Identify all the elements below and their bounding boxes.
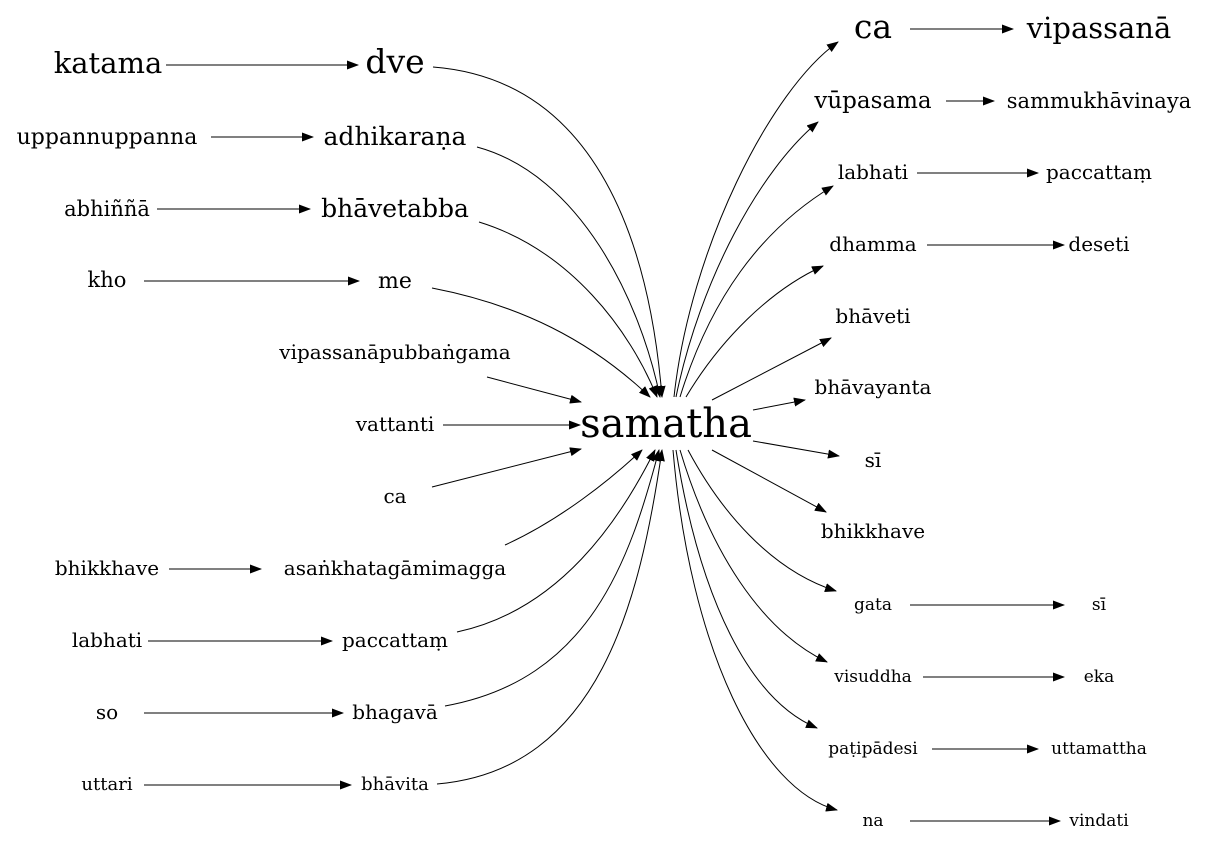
edge-ca-samatha (431, 447, 582, 488)
edges (144, 24, 1065, 826)
node-deseti: deseti (1068, 232, 1129, 256)
node-ca-right: ca (854, 7, 892, 46)
edge-samatha-bhavayanta (752, 397, 806, 411)
edge-samatha-na (672, 449, 838, 812)
edge-samatha-ca (673, 41, 839, 398)
node-gata: gata (854, 595, 892, 615)
edge-dve-samatha (432, 66, 666, 398)
edge-vipassanapubbangama-samatha (486, 376, 582, 404)
node-si-1: sī (865, 448, 882, 472)
edge-samatha-bhaveti (711, 337, 832, 401)
node-bhavayanta: bhāvayanta (815, 375, 932, 399)
edge-paccattam-samatha (456, 449, 656, 633)
edge-samatha-bhikkhave (711, 449, 827, 513)
node-visuddha: visuddha (833, 667, 912, 687)
node-eka: eka (1084, 667, 1115, 687)
node-labhati-right: labhati (838, 160, 908, 184)
node-patipadesi: paṭipādesi (828, 739, 918, 759)
edge-samatha-si (752, 440, 840, 459)
node-so: so (96, 700, 118, 724)
node-paccattam-left: paccattaṃ (342, 628, 448, 652)
node-labels: samatha katama dve uppannuppanna adhikar… (17, 7, 1192, 831)
node-dhamma: dhamma (829, 232, 917, 256)
edge-samatha-dhamma (685, 265, 824, 398)
node-paccattam-right: paccattaṃ (1046, 160, 1152, 184)
node-sammukhavinaya: sammukhāvinaya (1007, 89, 1191, 113)
edge-samatha-vupasama (675, 121, 819, 398)
edge-samatha-labhati (679, 185, 834, 398)
node-bhikkhave-right: bhikkhave (821, 519, 925, 543)
edge-bhavetabba-samatha (478, 221, 658, 398)
node-bhavita: bhāvita (361, 774, 429, 795)
node-katama: katama (54, 46, 163, 80)
edge-asankhatagamimagga-samatha (504, 449, 643, 546)
edge-samatha-visuddha (679, 449, 828, 663)
edge-me-samatha (431, 287, 651, 398)
node-vindati: vindati (1068, 811, 1129, 831)
edge-samatha-patipadesi (675, 449, 818, 729)
node-vattanti: vattanti (355, 412, 435, 436)
edge-bhagava-samatha (444, 449, 661, 707)
node-vipassana: vipassanā (1026, 11, 1172, 45)
edge-samatha-gata (687, 449, 837, 592)
node-uttamattha: uttamattha (1051, 739, 1147, 759)
node-vipassanapubbangama: vipassanāpubbaṅgama (278, 340, 510, 364)
node-asankhatagamimagga: asaṅkhatagāmimagga (284, 556, 506, 580)
node-bhagava: bhagavā (352, 700, 438, 724)
node-uttari: uttari (81, 774, 132, 795)
node-kho: kho (88, 268, 127, 292)
node-bhikkhave-left: bhikkhave (55, 556, 159, 580)
node-labhati-left: labhati (72, 628, 142, 652)
node-ca-left: ca (383, 484, 406, 508)
node-abhinna: abhiññā (64, 197, 150, 221)
node-samatha: samatha (580, 401, 752, 447)
node-me: me (378, 269, 412, 294)
node-uppannuppanna: uppannuppanna (17, 125, 198, 150)
node-vupasama: vūpasama (813, 88, 932, 114)
node-dve: dve (365, 42, 424, 81)
node-si-2: sī (1092, 595, 1107, 615)
node-adhikarana: adhikaraṇa (324, 122, 467, 151)
node-na: na (862, 811, 883, 831)
edge-adhikarana-samatha (476, 146, 663, 398)
edge-bhavita-samatha (436, 449, 665, 785)
node-bhavetabba: bhāvetabba (321, 194, 469, 223)
node-bhaveti: bhāveti (835, 304, 910, 328)
